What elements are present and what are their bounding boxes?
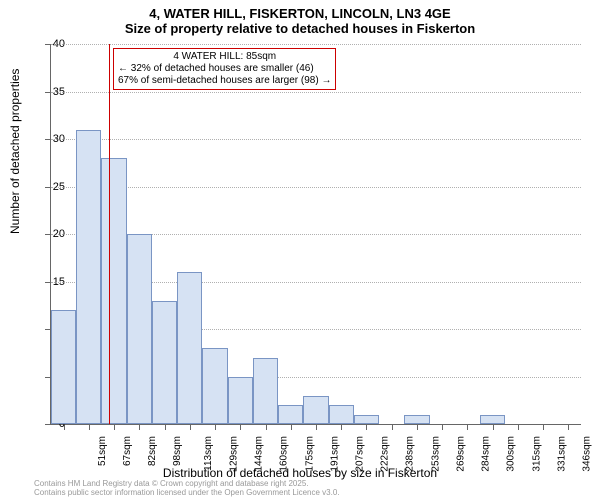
x-tick (215, 424, 216, 430)
x-tick (316, 424, 317, 430)
gridline-y (51, 187, 581, 188)
chart-title-line2: Size of property relative to detached ho… (0, 21, 600, 36)
y-tick (45, 424, 51, 425)
x-tick-label: 113sqm (202, 436, 213, 471)
x-tick-label: 331sqm (556, 436, 567, 472)
chart-title-line1: 4, WATER HILL, FISKERTON, LINCOLN, LN3 4… (0, 6, 600, 21)
x-tick-label: 269sqm (456, 436, 467, 472)
x-tick-label: 238sqm (405, 436, 416, 472)
x-tick (493, 424, 494, 430)
x-tick-label: 315sqm (531, 436, 542, 472)
x-tick-label: 222sqm (380, 436, 391, 472)
histogram-bar (228, 377, 253, 425)
histogram-bar (101, 158, 126, 424)
histogram-bar (152, 301, 177, 425)
x-tick (240, 424, 241, 430)
x-tick-label: 51sqm (97, 436, 108, 466)
x-tick (266, 424, 267, 430)
histogram-bar (303, 396, 328, 425)
x-tick (366, 424, 367, 430)
x-tick (139, 424, 140, 430)
x-tick (190, 424, 191, 430)
annotation-line1: ← 32% of detached houses are smaller (46… (118, 63, 331, 75)
footer-line2: Contains public sector information licen… (34, 489, 340, 498)
histogram-bar (51, 310, 76, 424)
histogram-bar (76, 130, 101, 425)
x-tick-label: 82sqm (147, 436, 158, 466)
histogram-bar (278, 405, 303, 424)
x-tick (467, 424, 468, 430)
x-tick-label: 160sqm (279, 436, 290, 472)
x-tick-label: 67sqm (122, 436, 133, 466)
gridline-y (51, 92, 581, 93)
x-tick (89, 424, 90, 430)
x-tick (165, 424, 166, 430)
x-tick (291, 424, 292, 430)
x-tick-label: 191sqm (329, 436, 340, 472)
histogram-bar (202, 348, 227, 424)
histogram-bar (329, 405, 354, 424)
annotation-line2: 67% of semi-detached houses are larger (… (118, 75, 331, 87)
histogram-bar (480, 415, 505, 425)
gridline-y (51, 139, 581, 140)
y-axis-label: Number of detached properties (8, 69, 22, 234)
histogram-bar (404, 415, 429, 425)
histogram-bar (127, 234, 152, 424)
x-tick-label: 300sqm (506, 436, 517, 472)
x-tick-label: 98sqm (172, 436, 183, 466)
chart-title-block: 4, WATER HILL, FISKERTON, LINCOLN, LN3 4… (0, 0, 600, 38)
x-tick-label: 175sqm (304, 436, 315, 472)
x-tick-label: 144sqm (254, 436, 265, 472)
gridline-y (51, 44, 581, 45)
x-tick (114, 424, 115, 430)
x-tick (392, 424, 393, 430)
x-tick (568, 424, 569, 430)
x-tick (341, 424, 342, 430)
x-tick-label: 129sqm (228, 436, 239, 472)
annotation-title: 4 WATER HILL: 85sqm (118, 51, 331, 63)
histogram-bar (177, 272, 202, 424)
x-tick (543, 424, 544, 430)
x-tick-label: 253sqm (430, 436, 441, 472)
x-tick (518, 424, 519, 430)
footer-attribution: Contains HM Land Registry data © Crown c… (34, 480, 340, 498)
x-tick-label: 346sqm (582, 436, 593, 472)
chart-plot-area: 4 WATER HILL: 85sqm ← 32% of detached ho… (50, 44, 581, 425)
annotation-box: 4 WATER HILL: 85sqm ← 32% of detached ho… (113, 48, 336, 90)
histogram-bar (354, 415, 379, 425)
x-tick (442, 424, 443, 430)
reference-line (109, 44, 110, 424)
histogram-bar (253, 358, 278, 425)
x-tick-label: 207sqm (355, 436, 366, 472)
x-tick (417, 424, 418, 430)
x-tick-label: 284sqm (481, 436, 492, 472)
